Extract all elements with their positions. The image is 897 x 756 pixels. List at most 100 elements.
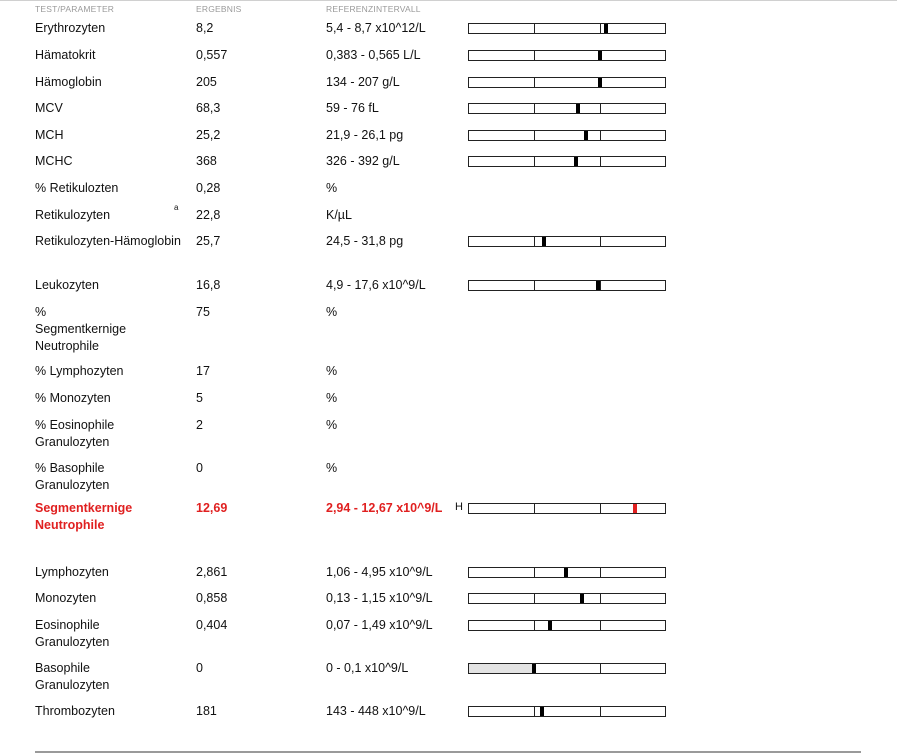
footer-divider [35,751,861,753]
header-reference-interval: REFERENZINTERVALL [326,4,421,14]
test-name: Retikulozyten [35,208,111,222]
result-marker [540,707,544,716]
result-value: 5 [196,391,203,405]
result-marker [580,594,584,603]
high-flag: H [455,501,463,513]
range-bar-divider [534,237,535,246]
header-result: ERGEBNIS [196,4,242,14]
range-bar-divider [534,504,535,513]
result-value: 368 [196,154,217,168]
test-name: MCHC [35,154,73,168]
range-bar [468,130,666,141]
range-bar-divider [600,621,601,630]
result-value: 8,2 [196,21,214,35]
result-value: 181 [196,704,217,718]
result-value: 205 [196,75,217,89]
result-marker [604,24,608,33]
reference-interval: K/µL [326,208,352,222]
reference-interval: % [326,418,338,432]
range-bar-divider [600,594,601,603]
result-marker [598,51,602,60]
range-bar-divider [534,594,535,603]
result-marker [633,504,637,513]
result-value: 0 [196,661,203,675]
range-bar [468,567,666,578]
result-marker [576,104,580,113]
range-bar [468,156,666,167]
test-name: Lymphozyten [35,565,109,579]
range-bar-divider [534,131,535,140]
result-marker [598,78,602,87]
test-name: Hämoglobin [35,75,102,89]
test-name: % Lymphozyten [35,364,124,378]
range-bar-fill [469,664,534,673]
test-name: Basophile Granulozyten [35,661,110,692]
range-bar-divider [534,281,535,290]
reference-interval: 2,94 - 12,67 x10^9/L [326,501,443,515]
reference-interval: 59 - 76 fL [326,101,379,115]
result-marker [542,237,546,246]
range-bar-divider [534,707,535,716]
test-name: % Monozyten [35,391,111,405]
test-name: Leukozyten [35,278,99,292]
reference-interval: % [326,305,338,319]
result-value: 2 [196,418,203,432]
reference-interval: 0 - 0,1 x10^9/L [326,661,409,675]
reference-interval: % [326,391,338,405]
result-value: 68,3 [196,101,221,115]
result-marker [574,157,578,166]
reference-interval: 326 - 392 g/L [326,154,400,168]
range-bar-divider [600,131,601,140]
range-bar [468,503,666,514]
result-marker [584,131,588,140]
result-value: 16,8 [196,278,221,292]
test-name: Hämatokrit [35,48,96,62]
result-marker [564,568,568,577]
result-value: 25,2 [196,128,221,142]
range-bar [468,50,666,61]
test-name: Monozyten [35,591,97,605]
result-marker [596,281,600,290]
reference-interval: 1,06 - 4,95 x10^9/L [326,565,433,579]
range-bar [468,23,666,34]
range-bar-divider [600,24,601,33]
range-bar-divider [534,568,535,577]
test-name: Eosinophile Granulozyten [35,618,110,649]
header-test-parameter: TEST/PARAMETER [35,4,115,14]
test-name: % Basophile Granulozyten [35,461,110,492]
range-bar-divider [600,281,601,290]
result-value: 0,858 [196,591,228,605]
reference-interval: % [326,181,338,195]
range-bar [468,663,666,674]
reference-interval: 0,383 - 0,565 L/L [326,48,421,62]
test-name: Retikulozyten-Hämoglobin [35,234,181,248]
result-marker [548,621,552,630]
range-bar-divider [534,78,535,87]
result-value: 25,7 [196,234,221,248]
result-value: 0,557 [196,48,228,62]
test-name: MCV [35,101,63,115]
range-bar-divider [534,24,535,33]
reference-interval: % [326,461,338,475]
test-name: % Segmentkernige Neutrophile [35,305,127,353]
result-value: 75 [196,305,210,319]
range-bar-divider [600,104,601,113]
range-bar-divider [600,664,601,673]
reference-interval: 0,13 - 1,15 x10^9/L [326,591,433,605]
test-name: Segmentkernige Neutrophile [35,501,133,532]
range-bar [468,103,666,114]
footnote-marker: a [174,203,179,212]
range-bar [468,280,666,291]
range-bar-divider [600,568,601,577]
result-value: 0,404 [196,618,228,632]
range-bar-divider [534,157,535,166]
range-bar-divider [534,621,535,630]
test-name: % Eosinophile Granulozyten [35,418,115,449]
range-bar [468,77,666,88]
range-bar [468,706,666,717]
range-bar [468,593,666,604]
result-marker [532,664,536,673]
reference-interval: 24,5 - 31,8 pg [326,234,404,248]
test-name: Thrombozyten [35,704,115,718]
reference-interval: 4,9 - 17,6 x10^9/L [326,278,426,292]
